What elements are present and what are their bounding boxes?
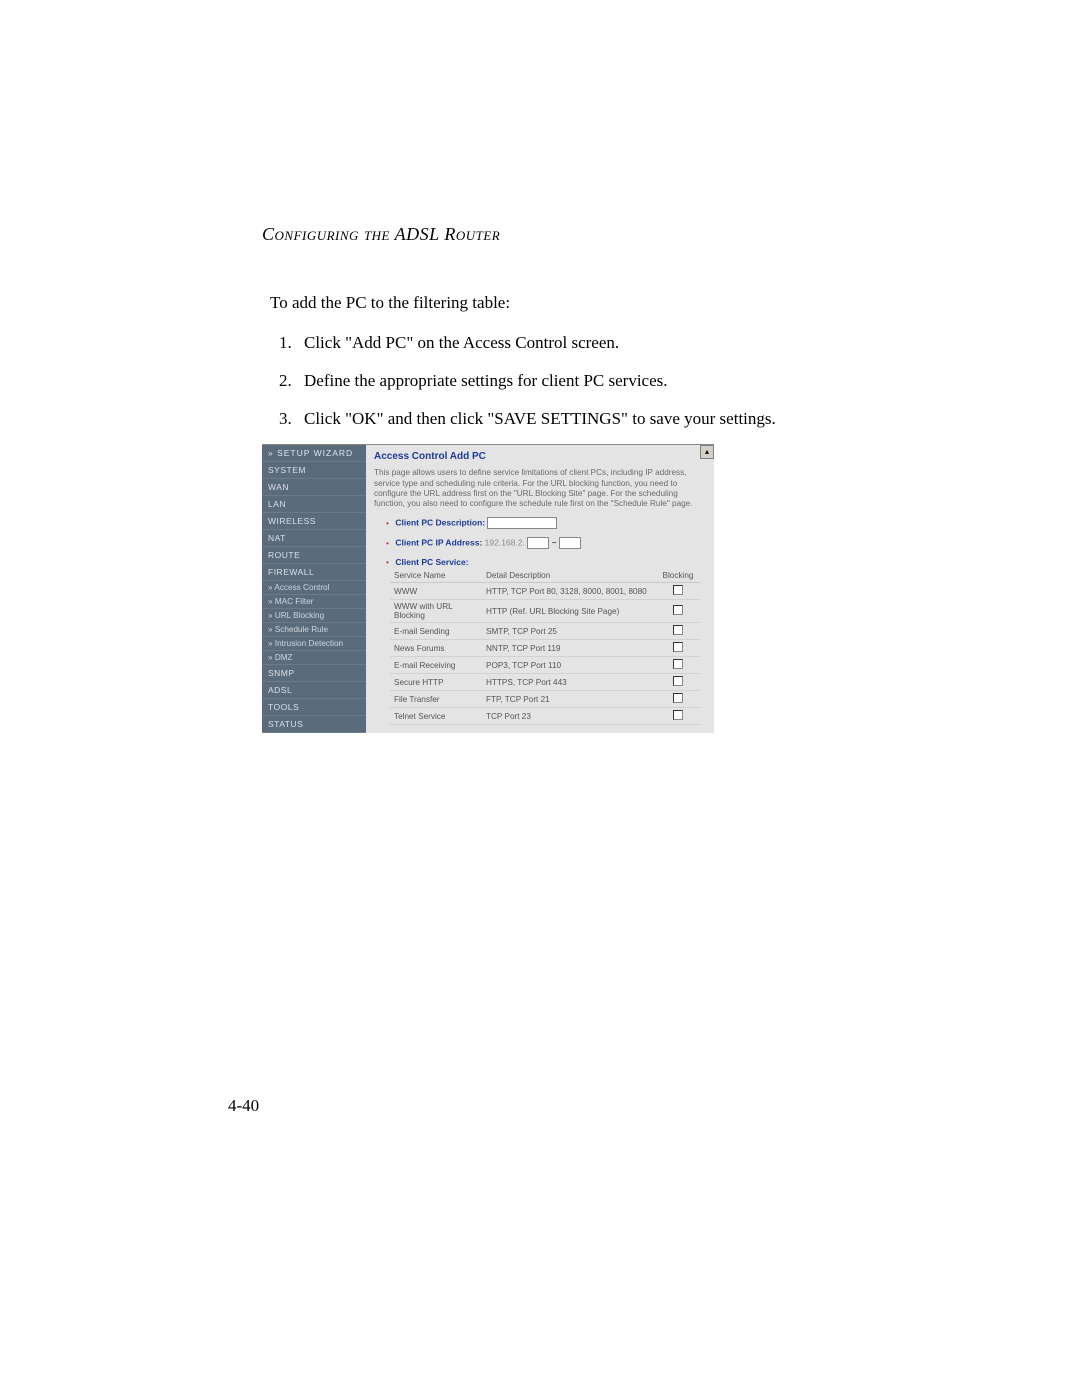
- cell-blocking: [656, 583, 700, 600]
- blocking-checkbox[interactable]: [673, 642, 683, 652]
- blocking-checkbox[interactable]: [673, 693, 683, 703]
- cell-service-name: File Transfer: [390, 691, 482, 708]
- table-row: E-mail SendingSMTP, TCP Port 25: [390, 623, 700, 640]
- cell-detail: HTTP, TCP Port 80, 3128, 8000, 8001, 808…: [482, 583, 656, 600]
- cell-service-name: News Forums: [390, 640, 482, 657]
- cell-service-name: E-mail Sending: [390, 623, 482, 640]
- table-row: Telnet ServiceTCP Port 23: [390, 708, 700, 725]
- client-desc-label: Client PC Description:: [395, 518, 485, 528]
- content-panel: Access Control Add PC This page allows u…: [366, 445, 714, 733]
- cell-blocking: [656, 708, 700, 725]
- client-ip-label: Client PC IP Address:: [395, 538, 482, 548]
- nav-lan[interactable]: LAN: [262, 496, 366, 513]
- cell-blocking: [656, 623, 700, 640]
- content-title: Access Control Add PC: [374, 451, 700, 462]
- nav-tools[interactable]: TOOLS: [262, 699, 366, 716]
- nav-dmz[interactable]: » DMZ: [262, 651, 366, 665]
- blocking-checkbox[interactable]: [673, 585, 683, 595]
- steps-list: Click "Add PC" on the Access Control scr…: [296, 331, 910, 430]
- cell-blocking: [656, 674, 700, 691]
- blocking-checkbox[interactable]: [673, 659, 683, 669]
- page-number: 4-40: [228, 1096, 259, 1116]
- client-desc-row: • Client PC Description:: [374, 517, 700, 529]
- client-ip-row: • Client PC IP Address: 192.168.2. ~: [374, 537, 700, 549]
- cell-service-name: WWW with URL Blocking: [390, 600, 482, 623]
- nav-status[interactable]: STATUS: [262, 716, 366, 733]
- blocking-checkbox[interactable]: [673, 676, 683, 686]
- cell-detail: TCP Port 23: [482, 708, 656, 725]
- cell-service-name: WWW: [390, 583, 482, 600]
- sidebar-nav: » SETUP WIZARD SYSTEM WAN LAN WIRELESS N…: [262, 445, 366, 733]
- nav-route[interactable]: ROUTE: [262, 547, 366, 564]
- cell-service-name: E-mail Receiving: [390, 657, 482, 674]
- step-item: Click "OK" and then click "SAVE SETTINGS…: [296, 407, 910, 431]
- client-desc-input[interactable]: [487, 517, 557, 529]
- nav-intrusion-detection[interactable]: » Intrusion Detection: [262, 637, 366, 651]
- blocking-checkbox[interactable]: [673, 625, 683, 635]
- table-row: News ForumsNNTP, TCP Port 119: [390, 640, 700, 657]
- nav-firewall[interactable]: FIREWALL: [262, 564, 366, 581]
- bullet-icon: •: [386, 557, 389, 567]
- cell-detail: NNTP, TCP Port 119: [482, 640, 656, 657]
- cell-blocking: [656, 600, 700, 623]
- ip-end-input[interactable]: [559, 537, 581, 549]
- nav-snmp[interactable]: SNMP: [262, 665, 366, 682]
- cell-detail: HTTP (Ref. URL Blocking Site Page): [482, 600, 656, 623]
- cell-service-name: Telnet Service: [390, 708, 482, 725]
- cell-blocking: [656, 640, 700, 657]
- scroll-up-icon[interactable]: ▴: [700, 445, 714, 459]
- table-row: E-mail ReceivingPOP3, TCP Port 110: [390, 657, 700, 674]
- nav-schedule-rule[interactable]: » Schedule Rule: [262, 623, 366, 637]
- nav-adsl[interactable]: ADSL: [262, 682, 366, 699]
- intro-text: To add the PC to the filtering table:: [270, 293, 910, 313]
- nav-setup-wizard[interactable]: » SETUP WIZARD: [262, 445, 366, 462]
- nav-nat[interactable]: NAT: [262, 530, 366, 547]
- section-title: Configuring the ADSL Router: [262, 224, 910, 245]
- table-row: WWW with URL BlockingHTTP (Ref. URL Bloc…: [390, 600, 700, 623]
- nav-access-control[interactable]: » Access Control: [262, 581, 366, 595]
- col-detail: Detail Description: [482, 569, 656, 583]
- client-service-row: • Client PC Service:: [374, 557, 700, 567]
- table-row: WWWHTTP, TCP Port 80, 3128, 8000, 8001, …: [390, 583, 700, 600]
- col-blocking: Blocking: [656, 569, 700, 583]
- blocking-checkbox[interactable]: [673, 710, 683, 720]
- cell-blocking: [656, 657, 700, 674]
- cell-service-name: Secure HTTP: [390, 674, 482, 691]
- content-description: This page allows users to define service…: [374, 468, 700, 509]
- step-item: Define the appropriate settings for clie…: [296, 369, 910, 393]
- ip-prefix: 192.168.2.: [485, 538, 525, 548]
- ip-start-input[interactable]: [527, 537, 549, 549]
- router-screenshot: ▴ » SETUP WIZARD SYSTEM WAN LAN WIRELESS…: [262, 444, 714, 733]
- cell-blocking: [656, 691, 700, 708]
- col-service-name: Service Name: [390, 569, 482, 583]
- nav-url-blocking[interactable]: » URL Blocking: [262, 609, 366, 623]
- cell-detail: SMTP, TCP Port 25: [482, 623, 656, 640]
- step-item: Click "Add PC" on the Access Control scr…: [296, 331, 910, 355]
- ip-dash: ~: [552, 538, 557, 548]
- table-row: File TransferFTP, TCP Port 21: [390, 691, 700, 708]
- table-header-row: Service Name Detail Description Blocking: [390, 569, 700, 583]
- cell-detail: POP3, TCP Port 110: [482, 657, 656, 674]
- cell-detail: FTP, TCP Port 21: [482, 691, 656, 708]
- service-table: Service Name Detail Description Blocking…: [390, 569, 700, 725]
- table-row: Secure HTTPHTTPS, TCP Port 443: [390, 674, 700, 691]
- nav-wan[interactable]: WAN: [262, 479, 366, 496]
- nav-system[interactable]: SYSTEM: [262, 462, 366, 479]
- nav-mac-filter[interactable]: » MAC Filter: [262, 595, 366, 609]
- blocking-checkbox[interactable]: [673, 605, 683, 615]
- client-service-label: Client PC Service:: [395, 557, 468, 567]
- bullet-icon: •: [386, 518, 389, 528]
- nav-wireless[interactable]: WIRELESS: [262, 513, 366, 530]
- bullet-icon: •: [386, 538, 389, 548]
- cell-detail: HTTPS, TCP Port 443: [482, 674, 656, 691]
